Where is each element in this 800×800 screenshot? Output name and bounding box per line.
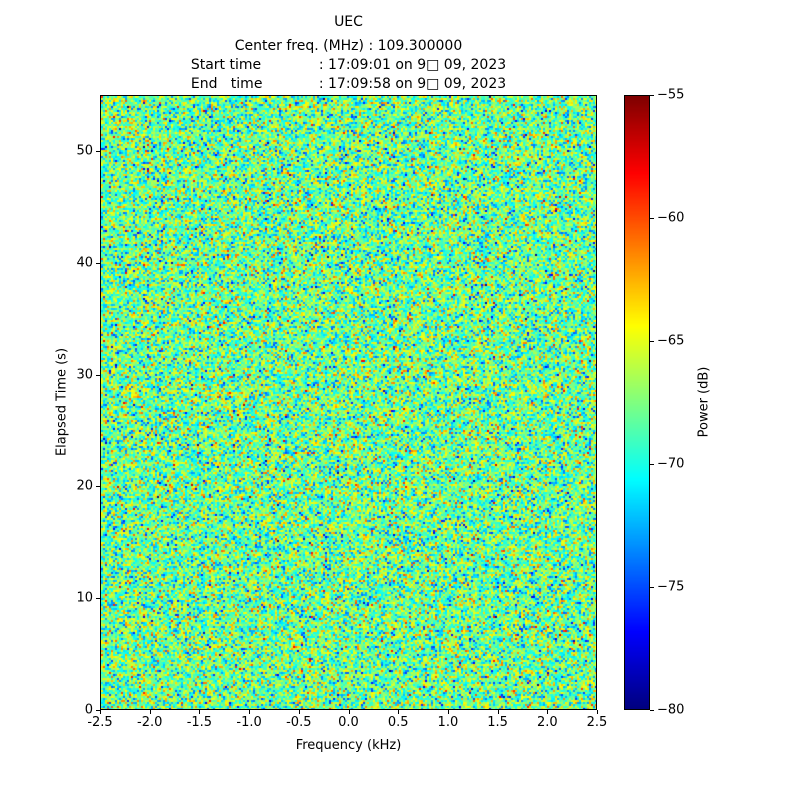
x-tick-label: 0.0 bbox=[338, 715, 359, 730]
heatmap-plot-area bbox=[100, 95, 597, 710]
center-freq-line: Center freq. (MHz) : 109.300000 bbox=[234, 38, 463, 54]
x-tick bbox=[497, 710, 499, 714]
colorbar-tick bbox=[650, 218, 654, 219]
x-tick-label: -2.5 bbox=[87, 715, 113, 730]
colorbar-gradient-canvas bbox=[625, 96, 649, 709]
x-tick-label: 0.5 bbox=[387, 715, 409, 730]
colorbar-tick-label: −65 bbox=[657, 333, 685, 349]
colorbar-tick-label: −70 bbox=[657, 456, 685, 472]
x-axis-label: Frequency (kHz) bbox=[295, 738, 402, 753]
colorbar-tick-label: −60 bbox=[657, 210, 685, 226]
start-time-label: Start time bbox=[190, 57, 262, 73]
colorbar-tick bbox=[650, 464, 654, 465]
y-tick-label: 0 bbox=[84, 702, 93, 718]
x-tick bbox=[199, 710, 201, 714]
start-time-value: : 17:09:01 on 9□ 09, 2023 bbox=[318, 57, 507, 73]
y-tick bbox=[96, 374, 100, 376]
x-tick-label: -1.0 bbox=[236, 715, 262, 730]
y-tick-label: 40 bbox=[76, 255, 93, 271]
x-tick-label: 1.5 bbox=[487, 715, 508, 730]
x-tick bbox=[547, 710, 549, 714]
colorbar-tick-label: −80 bbox=[657, 702, 685, 718]
plot-header: UEC Center freq. (MHz) : 109.300000 Star… bbox=[100, 13, 597, 94]
colorbar-tick-label: −55 bbox=[657, 87, 685, 103]
end-time-label: End time bbox=[190, 76, 263, 92]
end-time-line: End time : 17:09:58 on 9□ 09, 2023 bbox=[100, 75, 597, 94]
y-tick-label: 20 bbox=[76, 478, 93, 494]
x-tick bbox=[100, 710, 101, 714]
colorbar-tick bbox=[650, 341, 654, 342]
x-tick-label: -2.0 bbox=[137, 715, 163, 730]
colorbar-tick bbox=[650, 587, 654, 588]
y-tick bbox=[96, 262, 100, 264]
x-tick-label: -1.5 bbox=[186, 715, 213, 730]
y-tick bbox=[96, 150, 100, 152]
x-tick bbox=[298, 710, 300, 714]
y-tick bbox=[96, 486, 100, 488]
x-tick bbox=[447, 710, 449, 714]
x-tick-label: -0.5 bbox=[286, 715, 312, 730]
y-tick bbox=[96, 598, 100, 600]
y-axis-label: Elapsed Time (s) bbox=[54, 347, 70, 457]
colorbar bbox=[624, 95, 650, 710]
colorbar-tick-label: −75 bbox=[657, 579, 685, 595]
y-tick-label: 10 bbox=[76, 590, 93, 606]
y-tick bbox=[96, 710, 100, 711]
x-tick-label: 1.0 bbox=[437, 715, 459, 730]
y-tick-label: 30 bbox=[76, 367, 93, 383]
x-tick bbox=[249, 710, 251, 714]
x-tick-label: 2.0 bbox=[536, 715, 558, 730]
y-tick-label: 50 bbox=[76, 143, 93, 159]
plot-title: UEC bbox=[334, 14, 363, 30]
spectrogram-noise-canvas bbox=[101, 96, 596, 709]
colorbar-tick bbox=[650, 95, 654, 96]
x-tick bbox=[398, 710, 400, 714]
end-time-value: : 17:09:58 on 9□ 09, 2023 bbox=[318, 76, 507, 92]
x-tick bbox=[348, 710, 350, 714]
x-tick-label: 2.5 bbox=[586, 715, 608, 730]
start-time-line: Start time : 17:09:01 on 9□ 09, 2023 bbox=[100, 56, 597, 75]
colorbar-label: Power (dB) bbox=[696, 366, 712, 438]
x-tick bbox=[149, 710, 151, 714]
x-tick bbox=[597, 710, 598, 714]
colorbar-tick bbox=[650, 710, 654, 711]
